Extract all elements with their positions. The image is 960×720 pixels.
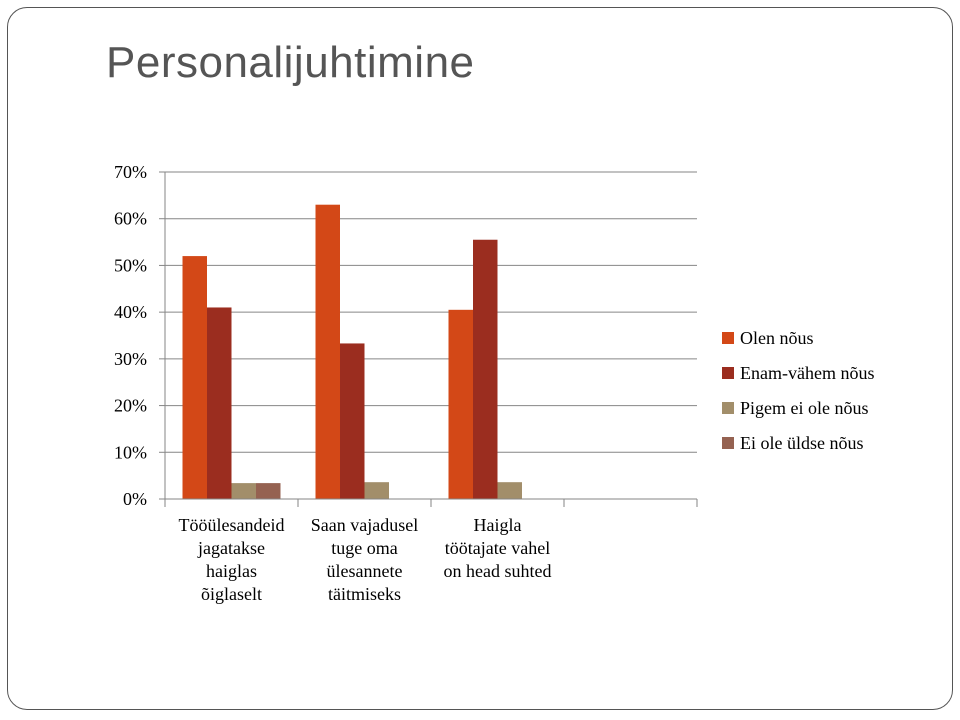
x-category-labels: Tööülesandeid jagatakse haiglas õiglaselt Sa…	[179, 515, 552, 604]
legend-label: Olen nõus	[740, 328, 814, 348]
x-category-label: jagatakse	[197, 538, 265, 558]
axes	[159, 171, 698, 507]
bar-2-category-3	[473, 239, 498, 499]
x-category-label: Haigla	[474, 515, 522, 535]
bar-1-category-3	[448, 309, 473, 499]
legend: Olen nõus Enam-vähem nõus Pigem ei ole nõu…	[722, 328, 874, 453]
x-category-label: tuge oma	[331, 538, 397, 558]
bar-3-category-1	[231, 483, 256, 499]
y-tick-label: 50%	[114, 255, 147, 275]
x-category-label: on head suhted	[444, 561, 552, 581]
bar-4-category-1	[256, 483, 281, 499]
x-category-label: täitmiseks	[328, 584, 401, 604]
legend-swatch	[722, 437, 734, 449]
bar-3-category-3	[497, 482, 522, 499]
x-category-label: ülesannete	[327, 561, 403, 581]
bar-2-category-1	[207, 307, 232, 499]
bars	[182, 204, 522, 499]
y-tick-label: 30%	[114, 349, 147, 369]
legend-label: Enam-vähem nõus	[740, 363, 874, 383]
x-category-label: Saan vajadusel	[311, 515, 418, 535]
y-tick-label: 10%	[114, 442, 147, 462]
x-category-label: töötajate vahel	[445, 538, 550, 558]
x-category-label: haiglas	[206, 561, 257, 581]
legend-swatch	[722, 332, 734, 344]
bar-2-category-2	[340, 343, 365, 499]
legend-swatch	[722, 402, 734, 414]
y-tick-label: 60%	[114, 209, 147, 229]
y-tick-label: 40%	[114, 302, 147, 322]
bar-1-category-1	[182, 256, 207, 499]
y-tick-label: 0%	[123, 489, 147, 509]
bar-3-category-2	[364, 482, 389, 499]
legend-label: Ei ole üldse nõus	[740, 433, 864, 453]
slide-title: Personalijuhtimine	[106, 38, 475, 87]
y-tick-label: 20%	[114, 396, 147, 416]
gridlines	[165, 171, 697, 453]
legend-label: Pigem ei ole nõus	[740, 398, 869, 418]
x-category-label: õiglaselt	[201, 584, 262, 604]
x-category-label: Tööülesandeid	[179, 515, 285, 535]
y-tick-labels: 0% 10% 20% 30% 40% 50% 60% 70%	[114, 162, 147, 509]
bar-1-category-2	[315, 204, 340, 499]
legend-swatch	[722, 367, 734, 379]
y-tick-label: 70%	[114, 162, 147, 182]
